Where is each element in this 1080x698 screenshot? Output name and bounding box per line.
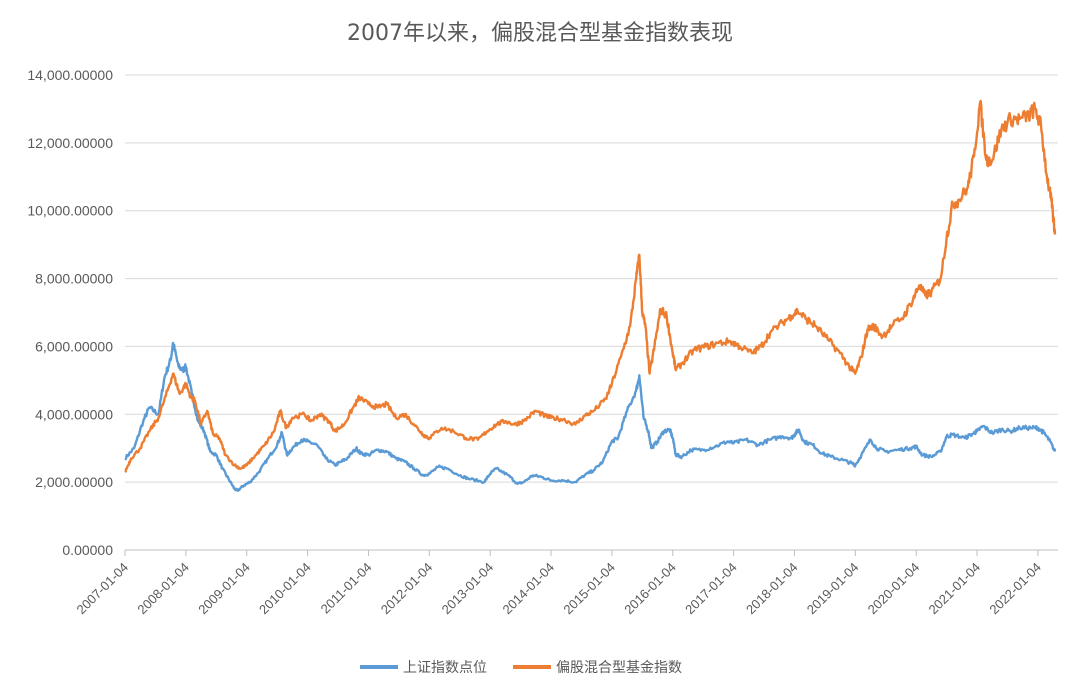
x-tick-label: 2017-01-04 <box>682 560 740 618</box>
y-tick-label: 4,000.00000 <box>35 406 113 422</box>
x-tick-label: 2009-01-04 <box>195 560 253 618</box>
legend-label-shanghai-index: 上证指数点位 <box>403 660 487 676</box>
x-tick-label: 2022-01-04 <box>986 560 1044 618</box>
x-tick-label: 2013-01-04 <box>439 560 497 618</box>
series-lines <box>124 99 1057 492</box>
series-line-1 <box>124 99 1057 473</box>
y-tick-label: 10,000.00000 <box>27 203 113 219</box>
x-tick-label: 2016-01-04 <box>621 560 679 618</box>
x-tick-label: 2019-01-04 <box>804 560 862 618</box>
x-tick-label: 2020-01-04 <box>865 560 923 618</box>
x-tick-label: 2010-01-04 <box>256 560 314 618</box>
y-tick-label: 12,000.00000 <box>27 135 113 151</box>
x-tick-label: 2021-01-04 <box>926 560 984 618</box>
series-line-0 <box>124 341 1057 492</box>
gridlines <box>125 74 1058 483</box>
y-tick-label: 2,000.00000 <box>35 474 113 490</box>
x-tick-label: 2018-01-04 <box>743 560 801 618</box>
y-tick-label: 8,000.00000 <box>35 271 113 287</box>
chart-title: 2007年以来，偏股混合型基金指数表现 <box>347 21 733 46</box>
legend: 上证指数点位 偏股混合型基金指数 <box>360 659 682 676</box>
legend-label-fund-index: 偏股混合型基金指数 <box>556 659 682 676</box>
y-tick-label: 0.00000 <box>62 542 113 558</box>
axes: 0.00000 2,000.00000 4,000.00000 6,000.00000… <box>27 67 1058 617</box>
x-tick-label: 2014-01-04 <box>500 560 558 618</box>
x-tick-label: 2008-01-04 <box>134 560 192 618</box>
x-tick-label: 2007-01-04 <box>73 560 131 618</box>
y-tick-label: 14,000.00000 <box>27 67 113 83</box>
x-tick-label: 2011-01-04 <box>318 560 375 617</box>
y-tick-label: 6,000.00000 <box>35 338 113 354</box>
x-tick-label: 2015-01-04 <box>560 560 618 618</box>
x-tick-label: 2012-01-04 <box>378 560 436 618</box>
